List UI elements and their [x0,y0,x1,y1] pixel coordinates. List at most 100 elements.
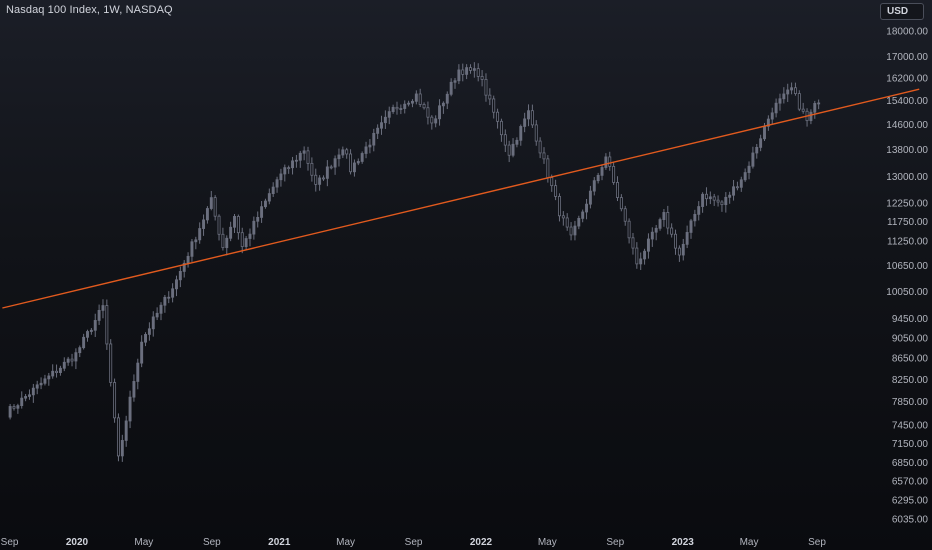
candle-body [813,103,817,113]
candle-body [523,118,527,127]
candle-body [205,208,209,221]
candle-body [217,215,221,235]
candle-body [198,228,202,241]
candle-body [631,237,635,249]
candle-body [658,219,662,229]
candle-body [333,158,337,168]
candle-body [310,162,314,176]
x-tick-label: Sep [606,537,624,548]
time-axis[interactable]: Sep 2020 May Sep 2021 May Sep 2022 May Sep 2023 May… [1,537,827,548]
y-tick-label: 11750.00 [887,217,928,228]
candle-body [132,381,136,398]
candle-body [527,110,530,120]
candle-body [271,186,275,195]
candle-body [596,174,600,182]
y-tick-label: 16200.00 [886,74,928,85]
candle-body [167,296,171,299]
candle-body [283,167,287,175]
candle-body [434,118,438,124]
candle-body [484,78,488,96]
candle-body [782,93,786,100]
candle-body [519,126,523,141]
x-tick-label: May [538,537,557,548]
candle-body [407,102,411,105]
candle-body [318,177,322,185]
candle-body [581,211,585,219]
candle-body [457,69,461,82]
candle-body [465,67,469,75]
candle-body [492,98,496,113]
candle-body [550,177,554,187]
candle-body [766,118,770,127]
candle-body [171,288,175,298]
candle-body [542,152,546,160]
y-tick-label: 6035.00 [892,515,929,526]
candle-body [666,212,670,229]
candle-body [62,361,66,369]
candle-body [438,105,442,120]
candle-body [144,334,147,343]
candle-body [252,220,256,235]
price-axis[interactable]: 18000.00 17000.00 16200.00 15400.00 14600.00… [886,27,928,526]
candle-body [352,162,356,173]
trendline[interactable] [2,88,920,309]
y-tick-label: 13800.00 [886,145,928,156]
candle-body [194,239,198,243]
x-tick-label: 2021 [268,537,291,548]
candle-body [58,367,62,373]
candle-body [109,343,113,383]
candle-body [298,152,302,161]
candle-body [592,180,596,192]
candle-body [213,197,217,217]
candle-body [24,396,28,399]
candle-body [221,233,225,249]
candle-body [534,124,538,142]
candle-body [128,396,132,422]
candle-body [136,362,140,382]
y-tick-label: 10650.00 [886,261,928,272]
candle-body [453,80,457,83]
candle-body [345,149,349,155]
x-tick-label: 2022 [470,537,493,548]
candle-body [314,174,318,185]
candle-body [116,417,120,457]
candle-body [209,197,213,209]
candle-body [151,316,155,330]
candle-body [670,227,674,235]
trendline-layer[interactable] [2,88,920,309]
y-tick-label: 18000.00 [886,27,928,38]
y-tick-label: 8250.00 [892,375,929,386]
candle-body [28,394,31,397]
candle-body [639,258,643,265]
candle-body [546,158,550,179]
candle-body [445,93,449,104]
candle-body [565,217,569,228]
candle-body [294,159,298,162]
candle-body [635,247,639,265]
candle-body [705,193,708,200]
candle-body [786,89,790,95]
candle-body [225,237,229,249]
candle-body [287,167,291,170]
candle-body [260,206,264,218]
candle-body [712,196,716,201]
candle-body [650,231,654,240]
candle-body [360,153,364,162]
candle-body [202,219,206,229]
candle-body [677,247,681,256]
candle-body [561,215,565,219]
candle-body [391,106,395,113]
candle-body [93,320,97,331]
candle-body [654,227,658,233]
candle-body [12,406,16,409]
candle-body [364,146,368,154]
candle-body [790,87,794,91]
candle-body [395,106,399,110]
currency-button[interactable]: USD [880,3,924,20]
candle-body [368,144,372,148]
y-tick-label: 9050.00 [892,334,929,345]
candle-body [681,243,685,256]
y-tick-label: 8650.00 [892,354,929,365]
candle-body [538,140,542,154]
